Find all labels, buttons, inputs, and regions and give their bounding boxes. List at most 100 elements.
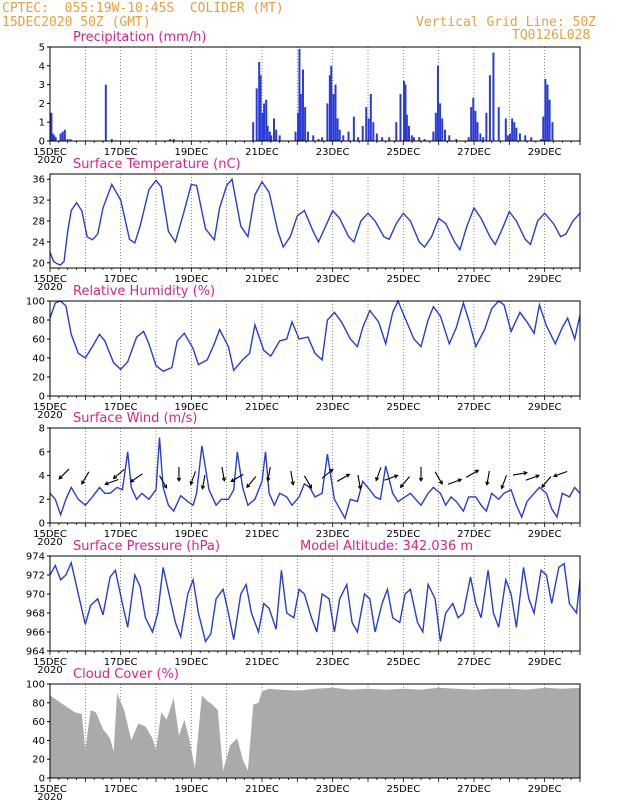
precip-bar <box>542 116 545 141</box>
precip-bar <box>524 135 527 141</box>
cloud-y-tick-label: 100 <box>26 680 45 691</box>
pres-x-tick-label: 29DEC <box>528 657 562 668</box>
precip-bar <box>336 118 339 141</box>
precip-bar <box>342 135 345 141</box>
temp-y-tick-label: 24 <box>32 237 45 248</box>
precip-y-tick-label: 5 <box>39 43 45 54</box>
precip-bar <box>53 135 56 141</box>
precip-bar <box>110 139 113 141</box>
wind-year-label: 2020 <box>37 537 62 548</box>
cloud-y-tick-label: 20 <box>32 755 45 766</box>
wind-y-tick-label: 4 <box>39 471 45 482</box>
pres-y-tick-label: 972 <box>26 571 45 582</box>
precip-bar <box>59 133 62 141</box>
precip-bar <box>509 133 512 141</box>
precip-bar <box>395 122 398 141</box>
precip-bar <box>381 137 384 141</box>
wind-title: Surface Wind (m/s) <box>73 411 197 426</box>
precipitation-panel: Precipitation (mm/h) 0 1 2 3 4 5 15DEC 17DEC 19D… <box>33 30 581 166</box>
wind-direction-arrow <box>541 476 552 489</box>
pres-frame <box>49 555 581 652</box>
temp-x-tick-label: 29DEC <box>528 274 562 285</box>
wind-direction-arrow <box>552 470 568 478</box>
precip-bar <box>444 129 447 141</box>
precip-bar <box>312 135 315 141</box>
precip-x-tick-label: 19DEC <box>174 147 208 158</box>
wind-x-tick-label: 19DEC <box>174 529 208 540</box>
precip-bar <box>298 48 301 141</box>
precip-bar <box>504 118 507 141</box>
wind-direction-arrow <box>447 478 463 485</box>
wind-direction-arrow <box>384 474 399 481</box>
wind-series-line <box>49 437 581 521</box>
precip-bar <box>304 107 307 141</box>
cloud-x-tick-label: 15DEC <box>33 784 67 795</box>
precip-bar <box>511 118 514 141</box>
precip-bar <box>485 112 488 141</box>
temp-year-label: 2020 <box>37 282 62 293</box>
precip-bar <box>455 139 458 141</box>
precip-bar <box>407 125 410 141</box>
wind-direction-arrow <box>81 471 90 485</box>
precip-bar <box>448 135 451 141</box>
precip-bar <box>546 84 549 141</box>
precip-bar <box>361 125 364 141</box>
wind-direction-arrow <box>465 469 480 478</box>
temp-x-tick-label: 21DEC <box>245 274 279 285</box>
precip-bar <box>301 69 304 141</box>
pres-x-tick-label: 23DEC <box>316 657 350 668</box>
humidity-panel: Relative Humidity (%) 0 20 40 60 80 100 15DEC 1… <box>26 284 581 421</box>
rh-y-tick-label: 0 <box>39 392 45 403</box>
precip-bar <box>513 122 516 141</box>
rh-y-tick-label: 100 <box>26 297 45 308</box>
precip-bar <box>515 127 518 141</box>
wind-direction-arrow <box>290 470 295 486</box>
precip-bar <box>275 129 278 141</box>
pres-x-tick-label: 21DEC <box>245 657 279 668</box>
pressure-panel: Surface Pressure (hPa) Model Altitude: 3… <box>26 539 581 676</box>
wind-direction-arrow <box>375 467 382 482</box>
pres-x-tick-label: 27DEC <box>457 657 491 668</box>
pres-y-tick-label: 968 <box>26 609 45 620</box>
wind-y-tick-label: 8 <box>39 424 45 435</box>
precip-bar <box>338 129 341 141</box>
wind-direction-arrow <box>500 475 507 490</box>
wind-direction-arrow <box>104 478 119 486</box>
precip-bar <box>506 135 509 141</box>
wind-y-tick-label: 6 <box>39 447 45 458</box>
precip-bar <box>472 97 475 141</box>
pres-x-tick-label: 19DEC <box>174 657 208 668</box>
wind-direction-arrow <box>230 473 244 482</box>
precip-bar <box>551 122 554 141</box>
header-model-code: TQ0126L028 <box>512 28 591 43</box>
wind-direction-arrow <box>434 471 443 485</box>
pres-y-tick-label: 966 <box>26 628 45 639</box>
wind-direction-arrow <box>159 475 168 489</box>
precip-bar <box>479 133 482 141</box>
precip-bar <box>439 103 442 141</box>
precip-bar <box>423 139 426 141</box>
precip-bar <box>66 139 69 141</box>
cloud-x-tick-label: 25DEC <box>386 784 420 795</box>
precip-bar <box>51 133 54 141</box>
pressure-title: Surface Pressure (hPa) <box>73 539 220 554</box>
wind-direction-arrow <box>58 468 70 480</box>
precip-bar <box>69 139 72 141</box>
precip-bar <box>255 88 258 141</box>
precip-bar <box>169 139 172 141</box>
temp-y-tick-label: 32 <box>32 196 45 207</box>
precip-bar <box>434 112 437 141</box>
rh-x-tick-label: 15DEC <box>33 402 67 413</box>
temperature-panel: Surface Temperature (nC) 20 24 28 32 36 15DEC… <box>32 157 581 293</box>
cloud-y-tick-label: 0 <box>39 774 45 785</box>
precip-bar <box>50 112 53 141</box>
precip-bar <box>476 122 479 141</box>
pres-series-line <box>49 560 581 644</box>
wind-x-tick-label: 17DEC <box>104 529 138 540</box>
wind-direction-arrow <box>266 466 271 482</box>
precip-bar <box>530 137 533 141</box>
precip-bar <box>294 131 297 141</box>
precip-bar <box>261 112 264 141</box>
precip-bar <box>330 65 333 141</box>
rh-x-tick-label: 19DEC <box>174 402 208 413</box>
